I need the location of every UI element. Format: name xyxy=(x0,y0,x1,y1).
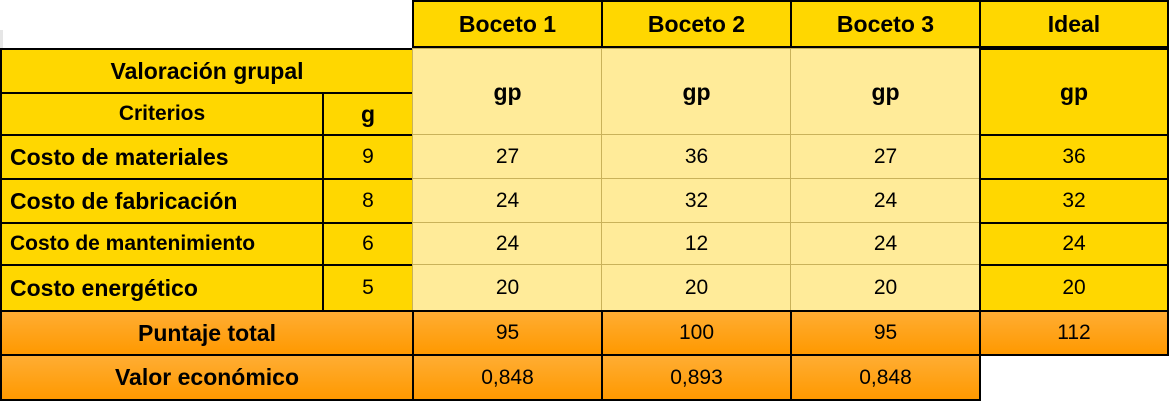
gp-header-boceto-1: gp xyxy=(412,48,603,136)
total-score-label: Puntaje total xyxy=(0,310,414,356)
score-cell: 27 xyxy=(412,134,603,180)
gp-header-boceto-3: gp xyxy=(790,48,981,136)
economic-value-cell: 0,848 xyxy=(412,354,603,401)
ideal-score-cell: 20 xyxy=(979,264,1169,312)
weight-value: 6 xyxy=(322,222,414,266)
gp-header-boceto-2: gp xyxy=(601,48,792,136)
ideal-score-cell: 32 xyxy=(979,178,1169,224)
weight-header: g xyxy=(322,92,414,136)
criterion-label: Costo de fabricación xyxy=(0,178,324,224)
score-cell: 24 xyxy=(412,222,603,266)
column-header-boceto-2: Boceto 2 xyxy=(601,0,792,48)
criterion-label: Costo de mantenimiento xyxy=(0,222,324,266)
economic-value-cell: 0,848 xyxy=(790,354,981,401)
score-cell: 24 xyxy=(790,178,981,224)
column-header-boceto-1: Boceto 1 xyxy=(412,0,603,48)
ideal-score-cell: 24 xyxy=(979,222,1169,266)
weight-value: 8 xyxy=(322,178,414,224)
gp-header-ideal: gp xyxy=(979,48,1169,136)
total-score-ideal-cell: 112 xyxy=(979,310,1169,356)
total-score-cell: 100 xyxy=(601,310,792,356)
score-cell: 24 xyxy=(412,178,603,224)
score-cell: 24 xyxy=(790,222,981,266)
total-score-cell: 95 xyxy=(790,310,981,356)
total-score-cell: 95 xyxy=(412,310,603,356)
economic-value-cell: 0,893 xyxy=(601,354,792,401)
score-cell: 27 xyxy=(790,134,981,180)
score-cell: 12 xyxy=(601,222,792,266)
left-edge-mark xyxy=(0,30,3,56)
score-cell: 20 xyxy=(412,264,603,312)
column-header-boceto-3: Boceto 3 xyxy=(790,0,981,48)
criteria-header: Criterios xyxy=(0,92,324,136)
ideal-score-cell: 36 xyxy=(979,134,1169,180)
column-header-ideal: Ideal xyxy=(979,0,1169,48)
score-cell: 20 xyxy=(790,264,981,312)
economic-value-label: Valor económico xyxy=(0,354,414,401)
weight-value: 5 xyxy=(322,264,414,312)
criterion-label: Costo energético xyxy=(0,264,324,312)
score-cell: 20 xyxy=(601,264,792,312)
score-cell: 36 xyxy=(601,134,792,180)
group-title: Valoración grupal xyxy=(0,48,414,94)
criterion-label: Costo de materiales xyxy=(0,134,324,180)
weight-value: 9 xyxy=(322,134,414,180)
score-cell: 32 xyxy=(601,178,792,224)
